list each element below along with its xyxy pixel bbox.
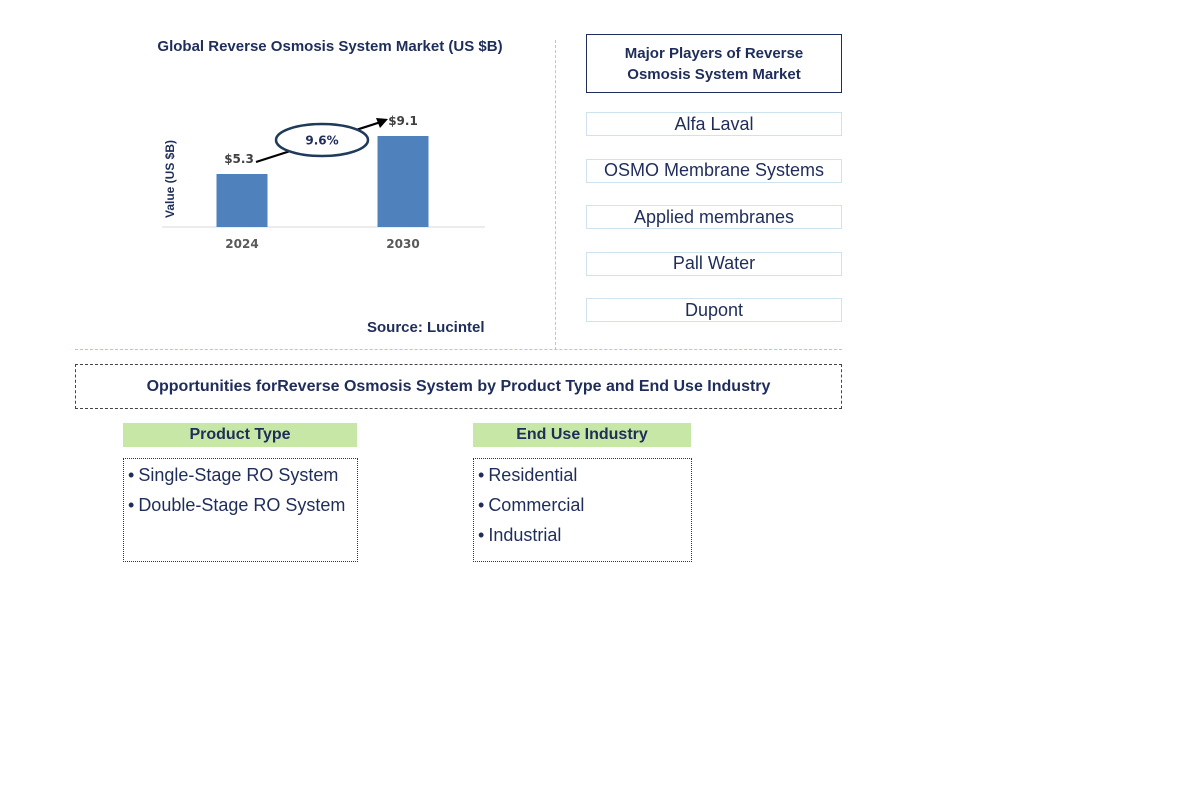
players-list: Alfa Laval OSMO Membrane Systems Applied… [586, 112, 842, 345]
cagr-arrowhead [376, 118, 388, 128]
player-item: Applied membranes [586, 205, 842, 229]
segment-box-product-type: • Single-Stage RO System • Double-Stage RO… [123, 458, 358, 562]
segment-item: • Double-Stage RO System [128, 495, 346, 515]
player-item: Alfa Laval [586, 112, 842, 136]
segment-item: • Residential [478, 465, 578, 485]
x-tick-label-2030: 2030 [386, 237, 419, 251]
players-header: Major Players of Reverse Osmosis System … [586, 34, 842, 93]
player-item: OSMO Membrane Systems [586, 158, 842, 183]
bar-2024 [216, 174, 268, 227]
chart-title: Global Reverse Osmosis System Market (US… [157, 38, 503, 55]
data-label-2030: $9.1 [388, 114, 418, 128]
segment-box-end-use-industry: • Residential • Commercial • Industrial [473, 458, 692, 562]
player-item: Dupont [586, 298, 842, 322]
vertical-divider [555, 40, 556, 350]
cagr-label: 9.6% [305, 134, 338, 148]
cagr-ellipse [274, 122, 370, 158]
player-item: Pall Water [586, 251, 842, 276]
x-tick-label-2024: 2024 [225, 237, 258, 251]
chart-source: Source: Lucintel [367, 319, 485, 336]
data-label-2024: $5.3 [224, 152, 254, 166]
segment-item: • Industrial [478, 525, 562, 545]
opportunities-title: Opportunities forReverse Osmosis System … [75, 364, 842, 409]
horizontal-divider [75, 349, 842, 350]
segment-item: • Single-Stage RO System [128, 465, 339, 485]
segment-item: • Commercial [478, 495, 585, 515]
segment-header-end-use-industry: End Use Industry [473, 423, 691, 447]
bar-2030 [377, 136, 429, 227]
segment-header-product-type: Product Type [123, 423, 357, 447]
y-axis-label: Value (US $B) [163, 140, 177, 218]
bar-chart: Value (US $B) $5.3 2024 $9.1 2030 9.6% [162, 114, 485, 251]
players-header-text: Major Players of Reverse Osmosis System … [624, 44, 804, 83]
